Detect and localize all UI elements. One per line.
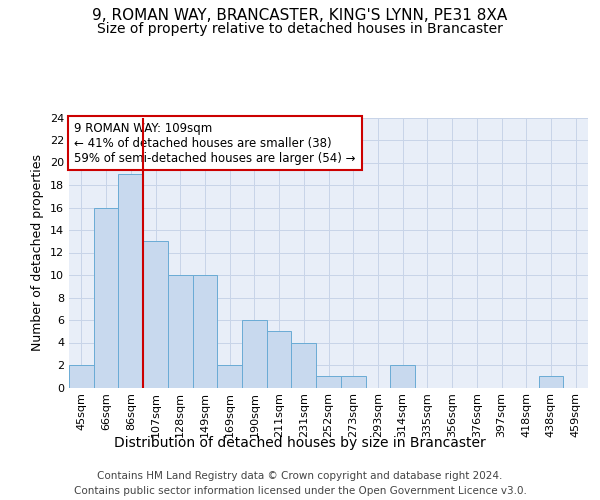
Bar — [316, 376, 341, 388]
Bar — [168, 275, 193, 388]
Text: 9, ROMAN WAY, BRANCASTER, KING'S LYNN, PE31 8XA: 9, ROMAN WAY, BRANCASTER, KING'S LYNN, P… — [92, 8, 508, 22]
Text: Distribution of detached houses by size in Brancaster: Distribution of detached houses by size … — [114, 436, 486, 450]
Text: Contains public sector information licensed under the Open Government Licence v3: Contains public sector information licen… — [74, 486, 526, 496]
Bar — [390, 365, 415, 388]
Text: 9 ROMAN WAY: 109sqm
← 41% of detached houses are smaller (38)
59% of semi-detach: 9 ROMAN WAY: 109sqm ← 41% of detached ho… — [74, 122, 356, 164]
Bar — [69, 365, 94, 388]
Text: Size of property relative to detached houses in Brancaster: Size of property relative to detached ho… — [97, 22, 503, 36]
Bar — [94, 208, 118, 388]
Bar — [242, 320, 267, 388]
Bar — [118, 174, 143, 388]
Text: Contains HM Land Registry data © Crown copyright and database right 2024.: Contains HM Land Registry data © Crown c… — [97, 471, 503, 481]
Bar — [193, 275, 217, 388]
Bar — [292, 342, 316, 388]
Bar — [341, 376, 365, 388]
Bar — [267, 331, 292, 388]
Bar — [217, 365, 242, 388]
Y-axis label: Number of detached properties: Number of detached properties — [31, 154, 44, 351]
Bar — [143, 242, 168, 388]
Bar — [539, 376, 563, 388]
